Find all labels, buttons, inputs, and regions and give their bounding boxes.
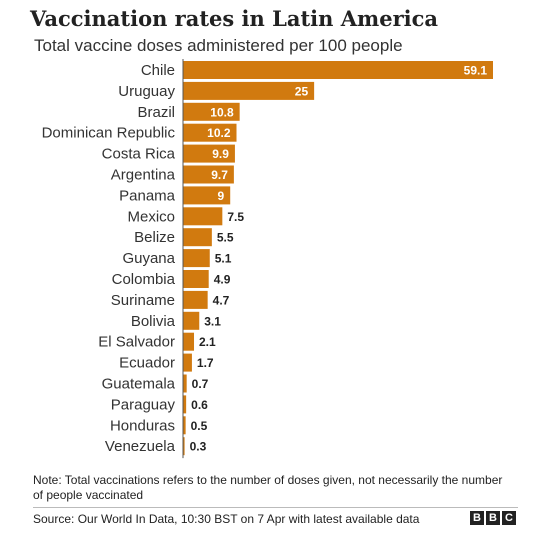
category-label: Guyana: [122, 250, 175, 267]
value-label: 0.5: [191, 419, 208, 433]
value-label: 0.6: [191, 398, 208, 412]
category-label: El Salvador: [98, 334, 175, 351]
value-label: 0.7: [192, 377, 209, 391]
bar: [183, 144, 235, 163]
bar: [183, 165, 234, 184]
bbc-logo-letter: B: [470, 511, 484, 525]
bar: [183, 290, 208, 309]
bar: [183, 311, 200, 330]
bar: [183, 186, 231, 205]
value-label: 0.3: [190, 440, 207, 454]
value-label: 7.5: [227, 210, 244, 224]
bar: [183, 332, 195, 351]
bar-chart: Chile 59.1 Uruguay 25 Brazil 10.8 Dominican Re…: [42, 59, 493, 459]
value-label: 10.8: [210, 105, 234, 119]
bar: [183, 81, 315, 100]
source-text: Source: Our World In Data, 10:30 BST on …: [33, 512, 420, 526]
category-label: Colombia: [112, 271, 176, 288]
value-label: 4.9: [214, 273, 231, 287]
category-label: Argentina: [111, 167, 176, 184]
category-label: Guatemala: [102, 376, 176, 393]
category-label: Suriname: [111, 292, 175, 309]
category-label: Ecuador: [119, 355, 175, 372]
bar: [183, 416, 186, 435]
value-label: 25: [295, 84, 309, 98]
value-label: 4.7: [213, 293, 230, 307]
bar: [183, 102, 240, 121]
bar: [183, 353, 192, 372]
chart-note: Note: Total vaccinations refers to the n…: [33, 473, 503, 502]
category-label: Panama: [119, 187, 176, 204]
value-label: 2.1: [199, 335, 216, 349]
category-label: Uruguay: [118, 83, 175, 100]
category-label: Mexico: [127, 208, 175, 225]
bar: [183, 437, 185, 456]
bar: [183, 123, 237, 142]
category-label: Bolivia: [131, 313, 176, 330]
bbc-logo-letter: B: [486, 511, 500, 525]
value-label: 9: [218, 189, 225, 203]
value-label: 9.9: [212, 147, 229, 161]
category-label: Honduras: [110, 417, 175, 434]
value-label: 9.7: [211, 168, 228, 182]
category-label: Belize: [134, 229, 175, 246]
value-label: 10.2: [207, 126, 231, 140]
chart-title: Vaccination rates in Latin America: [30, 6, 439, 31]
bar: [183, 61, 493, 79]
bar: [183, 270, 209, 288]
value-label: 59.1: [464, 64, 488, 78]
value-label: 5.5: [217, 231, 234, 245]
category-label: Dominican Republic: [42, 125, 176, 142]
footer-divider: [33, 507, 518, 508]
value-label: 1.7: [197, 356, 214, 370]
bar: [183, 249, 210, 268]
category-label: Venezuela: [105, 438, 176, 455]
chart-subtitle: Total vaccine doses administered per 100…: [34, 36, 403, 55]
category-label: Chile: [141, 62, 175, 79]
bbc-logo: B B C: [470, 511, 516, 525]
category-label: Costa Rica: [102, 146, 176, 163]
bbc-logo-letter: C: [502, 511, 516, 525]
bar: [183, 207, 223, 226]
bar: [183, 228, 212, 247]
category-label: Paraguay: [111, 396, 176, 413]
bar: [183, 395, 187, 414]
value-label: 5.1: [215, 252, 232, 266]
bar: [183, 374, 187, 393]
value-label: 3.1: [204, 314, 221, 328]
category-label: Brazil: [137, 104, 175, 121]
